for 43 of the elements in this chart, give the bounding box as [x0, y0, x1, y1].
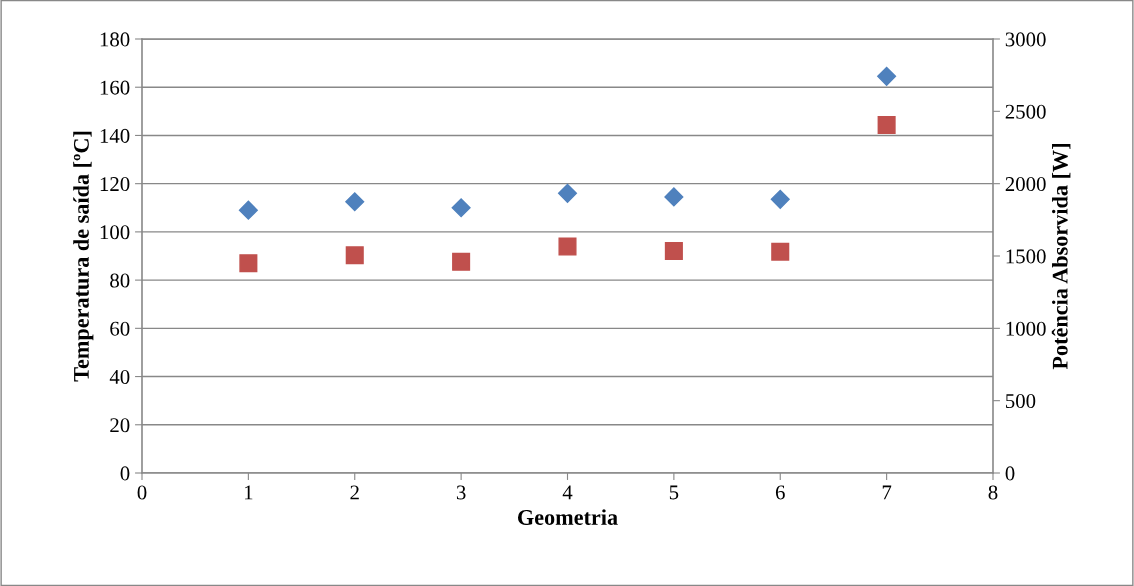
- point: [238, 200, 258, 220]
- y2-axis-title: Potência Absorvida [W]: [1051, 144, 1071, 370]
- point: [452, 252, 471, 271]
- y2-tick-label: 3000: [1005, 32, 1046, 47]
- point: [451, 198, 471, 218]
- point: [877, 66, 897, 86]
- x-tick-label: 0: [137, 485, 147, 500]
- x-tick-label: 6: [775, 485, 785, 500]
- y-tick-label: 120: [100, 177, 130, 192]
- point: [558, 237, 577, 256]
- point: [770, 189, 790, 209]
- x-tick-label: 2: [350, 485, 359, 500]
- y-tick-label: 40: [109, 369, 130, 384]
- y2-tick-label: 2500: [1005, 104, 1046, 119]
- y2-tick-label: 0: [1005, 466, 1015, 481]
- y-tick-label: 60: [110, 321, 130, 336]
- point: [239, 254, 258, 273]
- x-tick-label: 1: [245, 485, 253, 500]
- y2-tick-label: 1000: [1006, 321, 1046, 336]
- point: [664, 241, 683, 260]
- y-tick-label: 80: [110, 273, 130, 288]
- x-tick-label: 4: [562, 485, 573, 500]
- point: [877, 116, 896, 135]
- x-tick-label: 7: [882, 485, 892, 500]
- x-tick-label: 5: [669, 485, 679, 500]
- y-axis-title: Temperatura de saída [ºC]: [73, 131, 94, 382]
- x-tick-label: 8: [988, 485, 998, 500]
- x-axis-title: Geometria: [517, 509, 618, 525]
- x-tick-label: 3: [456, 485, 466, 500]
- y-tick-label: 100: [100, 225, 130, 240]
- point: [345, 246, 364, 265]
- y-tick-label: 20: [110, 418, 130, 433]
- y-tick-label: 140: [100, 128, 130, 143]
- y-tick-label: 180: [100, 32, 130, 47]
- y2-tick-label: 1500: [1006, 249, 1046, 264]
- y-tick-label: 0: [120, 466, 130, 481]
- y2-tick-label: 2000: [1005, 177, 1046, 192]
- point: [771, 242, 790, 261]
- y-tick-label: 160: [100, 80, 130, 95]
- point: [557, 183, 578, 203]
- point: [345, 192, 365, 212]
- y2-tick-label: 500: [1006, 394, 1036, 409]
- point: [664, 187, 684, 207]
